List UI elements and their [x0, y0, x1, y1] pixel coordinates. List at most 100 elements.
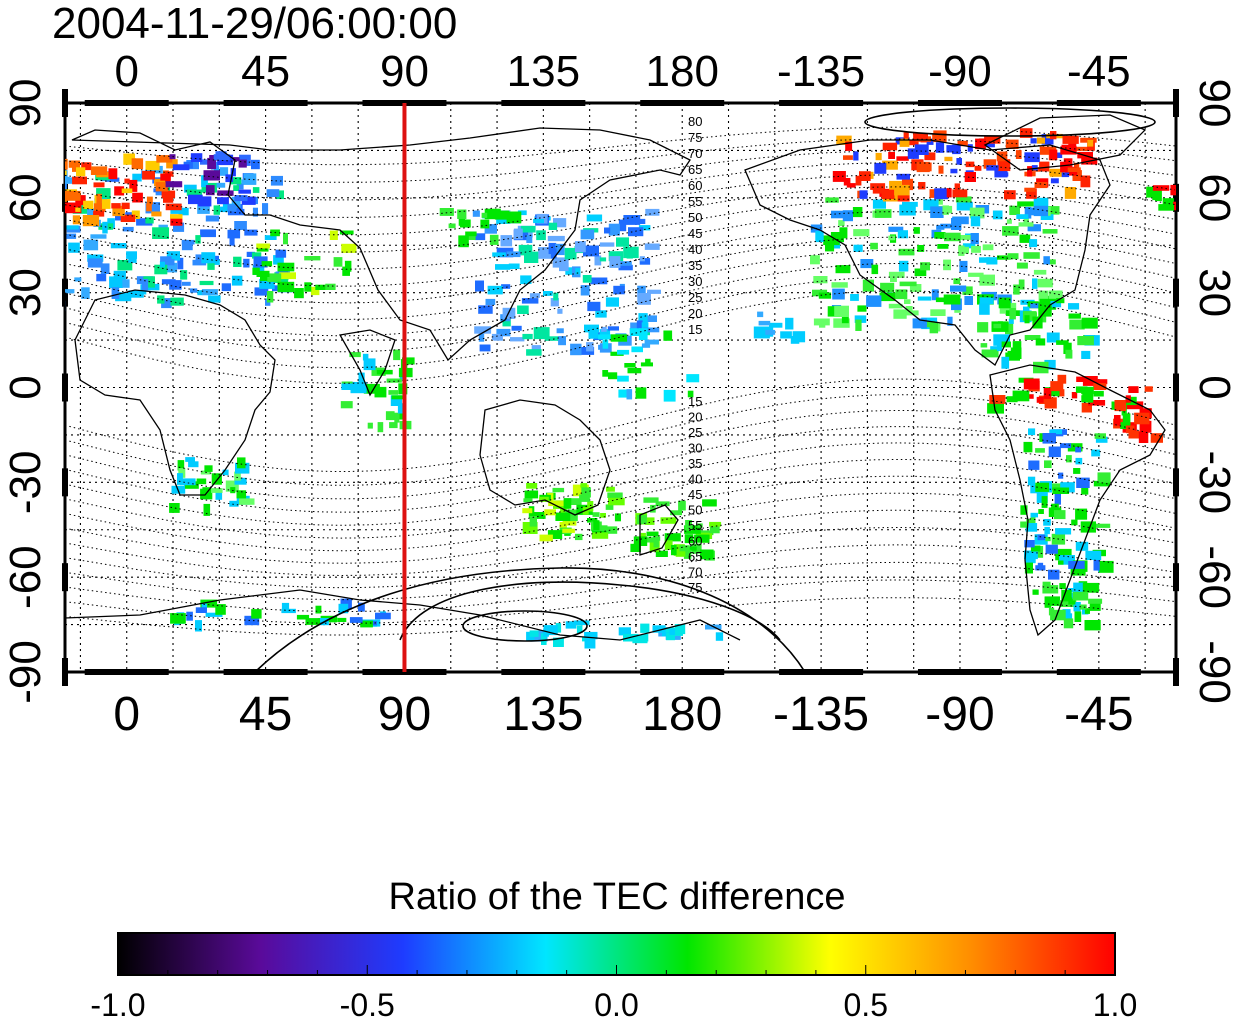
- tec-cell: [169, 503, 180, 513]
- tec-cell: [296, 614, 310, 620]
- tec-cell: [898, 260, 909, 272]
- tec-cell: [1028, 460, 1040, 470]
- tec-cell: [1023, 215, 1029, 226]
- tec-cell: [325, 283, 336, 290]
- tec-cell: [1032, 278, 1038, 289]
- tec-cell: [983, 159, 997, 169]
- tec-cell: [517, 305, 529, 314]
- colorbar-ticks: -1.0 -0.5 0.0 0.5 1.0: [90, 965, 1137, 1023]
- tec-cell: [478, 333, 485, 342]
- tec-cell: [607, 492, 623, 498]
- tec-cell: [121, 188, 133, 194]
- tec-cell: [1093, 383, 1107, 390]
- coastline: [983, 114, 1147, 171]
- colorbar-title: Ratio of the TEC difference: [389, 876, 846, 918]
- tec-cell: [145, 202, 160, 214]
- tec-cell: [1073, 602, 1081, 612]
- tec-cell: [986, 257, 998, 265]
- tec-cell: [238, 189, 251, 194]
- tec-cell: [1065, 349, 1073, 359]
- tec-cell: [399, 412, 406, 420]
- tec-cell: [152, 227, 169, 239]
- tec-cell: [687, 390, 694, 398]
- maglat-contour: [65, 597, 1176, 636]
- tec-cell: [165, 174, 171, 186]
- tec-cell: [481, 212, 488, 218]
- tec-cell: [934, 188, 948, 200]
- maglat-contour: [65, 426, 1176, 513]
- tec-cell: [843, 178, 851, 186]
- tec-cell: [315, 284, 331, 290]
- tec-cell: [888, 235, 895, 241]
- tec-cell: [1015, 150, 1022, 159]
- tec-cell: [154, 264, 168, 275]
- tec-cell: [1081, 403, 1092, 413]
- tec-cell: [1001, 172, 1009, 177]
- tec-cell: [510, 337, 525, 342]
- tec-cell: [161, 279, 176, 285]
- tec-cell: [636, 320, 643, 330]
- tec-cell: [1085, 550, 1102, 560]
- lon-label-top: 90: [380, 47, 429, 96]
- tec-cell: [196, 478, 207, 485]
- tec-cell: [606, 486, 615, 492]
- tec-cell: [616, 261, 632, 266]
- tec-cell: [575, 241, 586, 253]
- maglat-contour: [65, 410, 1176, 500]
- tec-cell: [1044, 596, 1060, 606]
- tec-cell: [870, 183, 886, 190]
- tec-cell: [402, 357, 415, 365]
- tec-cell: [929, 321, 939, 334]
- tec-cell: [198, 196, 212, 207]
- tec-cell: [570, 343, 582, 356]
- tec-cell: [1037, 546, 1044, 558]
- tec-cell: [547, 530, 563, 539]
- tec-cell: [96, 273, 107, 282]
- tec-cell: [919, 321, 935, 328]
- tec-cell: [897, 230, 908, 239]
- tec-cell: [160, 259, 175, 266]
- maglat-contour: [65, 442, 1176, 526]
- tec-cell: [930, 206, 944, 218]
- tec-cell: [241, 196, 256, 205]
- tec-cell: [1058, 472, 1064, 479]
- tec-cell: [952, 189, 968, 198]
- tec-cell: [81, 162, 92, 171]
- tec-cell: [1158, 204, 1174, 211]
- tec-cell: [190, 153, 203, 162]
- tec-cell: [901, 178, 914, 191]
- tec-cell: [93, 203, 106, 212]
- tec-cell: [588, 330, 599, 339]
- tec-cell: [1068, 597, 1076, 605]
- tec-cell: [1041, 496, 1048, 508]
- tec-cell: [831, 282, 848, 288]
- tec-cell: [513, 228, 523, 240]
- tec-cell: [550, 248, 557, 259]
- tec-cell: [780, 331, 792, 339]
- tec-cell: [1043, 519, 1051, 526]
- tec-cell: [155, 182, 169, 192]
- tec-cell: [1046, 259, 1056, 265]
- south-polar-ring-inner: [462, 610, 588, 642]
- tec-cell: [65, 300, 66, 312]
- tec-cell: [217, 206, 232, 213]
- tec-cell: [553, 218, 567, 228]
- tec-cell: [277, 281, 295, 293]
- tec-cell: [151, 211, 162, 217]
- tec-cell: [1040, 214, 1054, 220]
- tec-cell: [74, 277, 82, 282]
- tec-cell: [997, 159, 1011, 172]
- tec-cell: [1067, 167, 1081, 172]
- tec-cell: [669, 628, 675, 635]
- tec-cell: [1039, 146, 1057, 155]
- tec-cell: [888, 303, 903, 309]
- tec-cell: [700, 549, 714, 560]
- tec-cell: [993, 334, 1010, 346]
- tec-cell: [142, 170, 155, 180]
- tec-cell: [923, 199, 939, 211]
- tec-cell: [180, 270, 188, 280]
- tec-cell: [971, 245, 981, 253]
- tec-cell: [574, 620, 590, 626]
- tec-cell: [1146, 186, 1153, 198]
- tec-cell: [825, 244, 835, 252]
